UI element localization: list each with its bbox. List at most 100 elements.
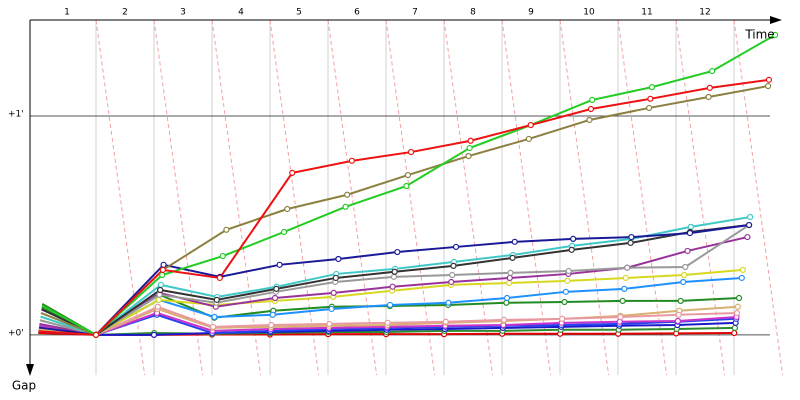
- time-line: [559, 19, 610, 376]
- point: [449, 271, 456, 279]
- point: [731, 324, 739, 332]
- point: [284, 205, 291, 213]
- point: [452, 243, 460, 251]
- y-tick-label: +1': [8, 109, 24, 119]
- point: [466, 144, 473, 152]
- point: [344, 191, 351, 198]
- point: [586, 116, 593, 124]
- point: [622, 274, 629, 282]
- point: [157, 281, 164, 288]
- point: [404, 171, 411, 179]
- point: [684, 247, 691, 255]
- point: [619, 297, 626, 305]
- point: [589, 96, 596, 104]
- point: [734, 303, 741, 310]
- y-tick-label: +0': [8, 328, 24, 338]
- time-line: [211, 19, 262, 376]
- x-tick-label: 12: [699, 8, 710, 18]
- x-tick-label: 7: [412, 8, 418, 18]
- point: [744, 233, 751, 241]
- point: [159, 266, 166, 274]
- point: [500, 316, 508, 324]
- y-axis-label: Gap: [12, 379, 36, 393]
- point: [587, 105, 595, 113]
- point: [289, 169, 296, 176]
- point: [328, 305, 335, 313]
- point: [686, 229, 694, 237]
- point: [281, 228, 288, 236]
- point: [624, 264, 631, 271]
- point: [527, 121, 534, 129]
- time-line: [269, 19, 320, 376]
- point: [735, 294, 743, 302]
- y-arrow: [26, 364, 34, 376]
- point: [92, 331, 100, 338]
- point: [332, 274, 339, 282]
- point: [647, 95, 654, 102]
- point: [211, 313, 218, 321]
- point: [506, 279, 513, 287]
- point: [157, 286, 164, 294]
- time-line: [443, 19, 494, 376]
- point: [565, 267, 572, 275]
- point: [465, 152, 472, 160]
- x-tick-label: 1: [64, 8, 70, 18]
- point: [764, 82, 772, 90]
- point: [335, 255, 342, 263]
- point: [387, 301, 394, 309]
- point: [739, 266, 747, 274]
- x-tick-label: 5: [296, 8, 302, 18]
- point: [628, 233, 635, 241]
- point: [407, 148, 415, 156]
- point: [391, 268, 398, 275]
- x-tick-label: 8: [470, 8, 476, 18]
- point: [674, 317, 682, 325]
- point: [559, 315, 566, 322]
- point: [276, 261, 283, 268]
- point: [506, 274, 513, 282]
- point: [216, 274, 223, 282]
- point: [384, 319, 391, 326]
- x-tick-label: 6: [354, 8, 360, 18]
- point: [621, 285, 628, 292]
- point: [648, 84, 656, 91]
- time-line: [733, 19, 784, 376]
- x-tick-label: 2: [122, 8, 128, 18]
- x-arrow: [770, 16, 782, 24]
- point: [269, 311, 276, 318]
- point: [507, 269, 514, 276]
- point: [268, 321, 275, 329]
- point: [645, 104, 653, 112]
- point: [448, 278, 455, 286]
- point: [617, 313, 624, 321]
- point: [677, 297, 684, 305]
- point: [705, 93, 712, 101]
- point: [150, 331, 158, 338]
- point: [348, 157, 355, 164]
- time-line: [95, 19, 146, 376]
- point: [568, 246, 575, 253]
- point: [706, 84, 713, 91]
- point: [561, 298, 568, 306]
- point: [680, 278, 687, 286]
- point: [467, 137, 474, 144]
- point: [326, 320, 333, 328]
- point: [160, 261, 167, 268]
- point: [738, 274, 745, 282]
- point: [390, 273, 398, 280]
- point: [403, 182, 410, 190]
- time-line: [617, 19, 668, 376]
- point: [570, 235, 577, 243]
- point: [765, 76, 773, 83]
- point: [330, 289, 337, 297]
- time-line: [327, 19, 378, 376]
- point: [525, 135, 532, 143]
- point: [450, 262, 457, 270]
- point: [210, 323, 217, 330]
- point: [219, 252, 226, 260]
- point: [223, 226, 230, 233]
- x-tick-label: 11: [641, 8, 652, 18]
- point: [442, 318, 449, 325]
